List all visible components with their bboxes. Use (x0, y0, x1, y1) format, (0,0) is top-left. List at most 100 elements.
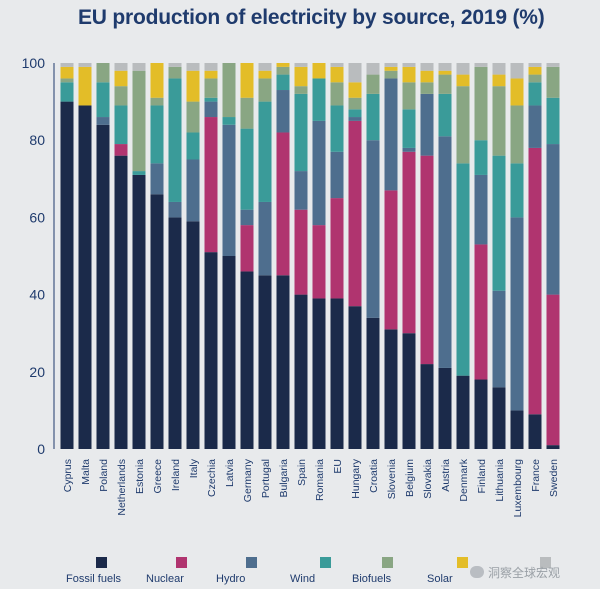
bar-bulgaria (276, 63, 290, 449)
x-tick-label: EU (332, 459, 344, 474)
bar-segment (366, 63, 380, 75)
bar-segment (132, 70, 146, 172)
bar-segment (114, 155, 128, 449)
bar-segment (114, 70, 128, 87)
bar-segment (402, 82, 416, 110)
bar-segment (510, 217, 524, 411)
bar-segment (312, 120, 326, 226)
bar-segment (258, 70, 272, 79)
bar-segment (204, 101, 218, 118)
legend-label: Fossil fuels (66, 573, 122, 585)
bar-segment (294, 93, 308, 172)
bar-segment (204, 252, 218, 449)
x-tick-label: Croatia (368, 459, 380, 493)
bar-segment (420, 93, 434, 156)
bar-segment (330, 298, 344, 449)
bar-segment (420, 364, 434, 449)
bar-segment (60, 66, 74, 79)
bar-segment (186, 70, 200, 102)
bar-segment (240, 63, 254, 98)
bar-segment (366, 93, 380, 141)
bar-portugal (258, 63, 272, 449)
x-tick-label: Hungary (350, 458, 362, 498)
bar-segment (546, 97, 560, 145)
bar-czechia (204, 63, 218, 449)
bar-segment (258, 78, 272, 102)
x-tick-label: Germany (242, 458, 254, 502)
bar-luxembourg (510, 63, 524, 449)
y-tick-label: 20 (29, 364, 45, 380)
bar-segment (546, 66, 560, 98)
bar-segment (150, 194, 164, 449)
bar-segment (474, 66, 488, 141)
bar-segment (168, 78, 182, 202)
bar-segment (438, 367, 452, 449)
bar-segment (150, 63, 164, 98)
bar-segment (492, 86, 506, 156)
bar-segment (456, 63, 470, 75)
bar-segment (258, 63, 272, 71)
bar-segment (204, 78, 218, 98)
x-tick-label: Malta (80, 459, 92, 485)
bar-segment (150, 163, 164, 195)
bar-slovakia (420, 63, 434, 449)
bar-segment (114, 86, 128, 106)
bar-segment (294, 209, 308, 295)
bar-segment (168, 217, 182, 449)
bar-segment (474, 174, 488, 245)
bar-segment (528, 414, 542, 449)
bar-segment (420, 82, 434, 94)
bar-segment (474, 244, 488, 380)
bar-segment (204, 97, 218, 102)
bar-denmark (456, 63, 470, 449)
bar-segment (168, 201, 182, 218)
x-tick-label: Romania (314, 459, 326, 501)
bar-segment (528, 82, 542, 106)
bar-segment (492, 387, 506, 449)
bar-segment (312, 225, 326, 299)
y-tick-label: 100 (22, 55, 46, 71)
bar-segment (366, 74, 380, 94)
bar-segment (348, 117, 362, 121)
bar-segment (78, 63, 92, 67)
bar-segment (348, 306, 362, 449)
bar-segment (276, 275, 290, 449)
x-tick-label: Austria (440, 459, 452, 492)
x-tick-label: Belgium (404, 459, 416, 497)
bar-slovenia (384, 63, 398, 449)
bar-segment (492, 155, 506, 291)
bar-lithuania (492, 63, 506, 449)
bar-segment (168, 66, 182, 79)
bar-segment (510, 78, 524, 106)
bar-segment (186, 63, 200, 71)
bar-segment (510, 163, 524, 218)
bars-area (60, 63, 560, 450)
x-tick-label: Ireland (170, 459, 182, 491)
bar-segment (222, 256, 236, 449)
bar-romania (312, 63, 326, 449)
bar-segment (294, 86, 308, 94)
bar-segment (240, 225, 254, 272)
bar-segment (384, 66, 398, 71)
bar-segment (114, 63, 128, 71)
bar-segment (330, 82, 344, 106)
bar-segment (204, 63, 218, 71)
bar-segment (330, 151, 344, 199)
bar-estonia (132, 63, 146, 449)
x-tick-label: Latvia (224, 459, 236, 487)
bar-segment (186, 101, 200, 133)
x-tick-label: Estonia (134, 459, 146, 494)
bar-segment (114, 105, 128, 145)
bar-segment (132, 174, 146, 449)
bar-italy (186, 63, 200, 449)
bar-segment (294, 66, 308, 87)
bar-segment (528, 63, 542, 67)
bar-segment (96, 124, 110, 449)
bar-ireland (168, 63, 182, 449)
bar-cyprus (60, 63, 74, 449)
bar-segment (528, 147, 542, 415)
bar-segment (456, 74, 470, 87)
x-tick-label: Poland (98, 459, 110, 492)
bar-segment (384, 70, 398, 79)
